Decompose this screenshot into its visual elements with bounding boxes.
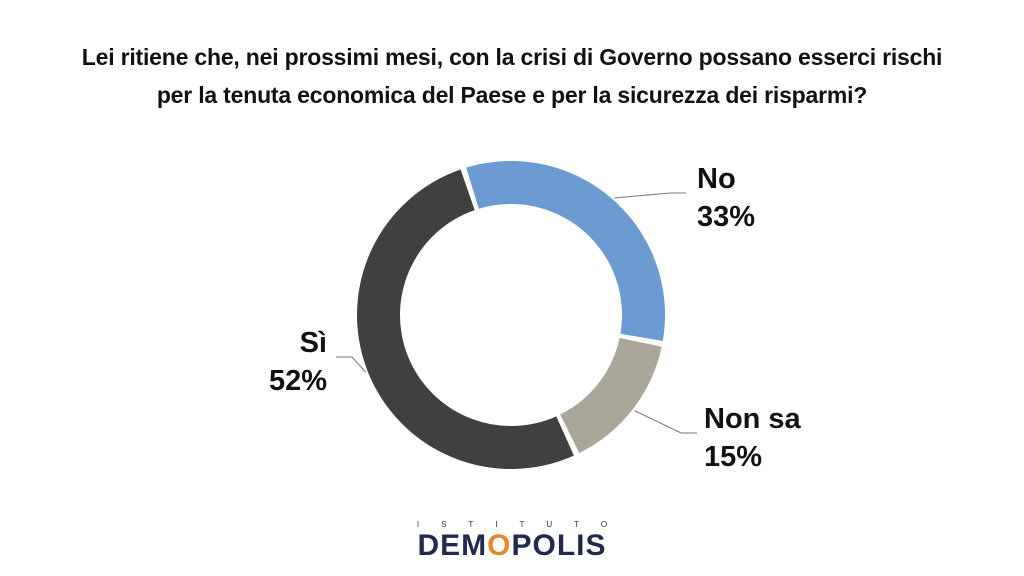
slice-label: Sì xyxy=(300,327,327,359)
slice-si xyxy=(357,169,574,469)
chart-title: Lei ritiene che, nei prossimi mesi, con … xyxy=(0,38,1024,114)
logo-main-text: DEMOPOLIS xyxy=(417,530,606,562)
slice-value-label: 33% xyxy=(697,201,755,233)
slice-no xyxy=(466,161,665,341)
logo-top-text: ISTITUTO xyxy=(416,520,630,529)
slice-value-label: 15% xyxy=(704,441,762,473)
demopolis-logo: ISTITUTO DEMOPOLIS xyxy=(0,520,1024,562)
chart-title-line-1: Lei ritiene che, nei prossimi mesi, con … xyxy=(81,44,943,70)
logo-main-before: DEM xyxy=(417,529,488,562)
leader-line xyxy=(336,356,367,373)
logo-main-after: POLIS xyxy=(511,529,607,562)
slice-label: Non sa xyxy=(704,403,802,435)
logo-main-o: O xyxy=(487,529,512,562)
leader-line xyxy=(614,192,686,199)
chart-title-line-2: per la tenuta economica del Paese e per … xyxy=(156,82,868,108)
slice-label: No xyxy=(697,163,736,195)
leader-line xyxy=(634,410,697,434)
slice-value-label: 52% xyxy=(269,365,327,397)
slice-non-sa xyxy=(560,337,662,454)
